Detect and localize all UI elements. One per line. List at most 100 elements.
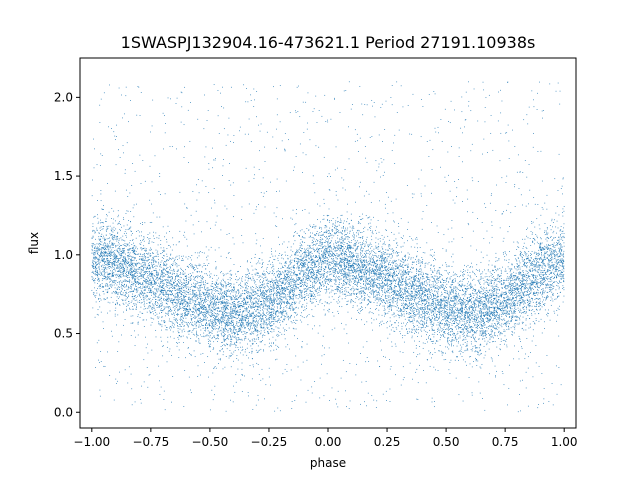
data-point <box>398 273 399 275</box>
data-point <box>348 245 350 246</box>
data-point <box>167 298 169 300</box>
data-point <box>295 294 297 296</box>
data-point <box>487 307 489 309</box>
data-point <box>303 270 305 272</box>
data-point <box>327 275 328 277</box>
data-point <box>363 299 365 301</box>
data-point <box>162 267 164 269</box>
data-point <box>343 262 345 264</box>
data-point <box>351 263 353 265</box>
data-point <box>297 366 299 368</box>
data-point <box>308 249 309 251</box>
data-point <box>204 299 206 301</box>
data-point <box>378 163 380 165</box>
data-point <box>563 278 565 280</box>
data-point <box>252 286 253 288</box>
data-point <box>305 282 307 284</box>
data-point <box>151 248 152 250</box>
data-point <box>519 312 521 313</box>
data-point <box>195 309 197 311</box>
data-point <box>114 310 116 311</box>
data-point <box>537 298 539 300</box>
data-point <box>140 398 142 400</box>
data-point <box>525 255 527 257</box>
data-point <box>105 249 107 250</box>
data-point <box>303 132 305 133</box>
data-point <box>499 319 500 321</box>
data-point <box>554 274 555 276</box>
data-point <box>303 275 304 276</box>
data-point <box>427 289 429 291</box>
data-point <box>290 314 292 316</box>
data-point <box>396 320 398 322</box>
data-point <box>479 321 481 323</box>
data-point <box>387 307 389 309</box>
data-point <box>123 261 124 263</box>
data-point <box>416 332 417 333</box>
data-point <box>155 303 156 305</box>
data-point <box>543 398 545 400</box>
data-point <box>325 237 327 238</box>
data-point <box>98 260 100 262</box>
data-point <box>507 305 509 307</box>
data-point <box>406 285 408 287</box>
data-point <box>104 275 106 277</box>
data-point <box>175 311 176 313</box>
data-point <box>121 245 122 246</box>
data-point <box>503 303 504 305</box>
data-point <box>418 340 420 342</box>
data-point <box>194 356 196 358</box>
data-point <box>552 294 553 296</box>
data-point <box>398 281 400 282</box>
data-point <box>451 328 453 330</box>
data-point <box>369 254 371 256</box>
data-point <box>530 326 531 328</box>
data-point <box>306 302 308 304</box>
data-point <box>308 236 310 238</box>
data-point <box>354 245 356 247</box>
data-point <box>361 247 363 249</box>
data-point <box>129 268 131 270</box>
data-point <box>115 220 116 222</box>
data-point <box>330 234 332 236</box>
data-point <box>511 283 512 285</box>
data-point <box>496 320 498 322</box>
data-point <box>469 301 471 302</box>
data-point <box>484 297 486 299</box>
data-point <box>430 264 432 266</box>
data-point <box>267 327 269 329</box>
data-point <box>183 297 185 299</box>
data-point <box>359 242 361 243</box>
data-point <box>536 292 537 294</box>
data-point <box>335 220 337 222</box>
data-point <box>528 272 529 274</box>
data-point <box>382 238 384 240</box>
data-point <box>416 270 418 272</box>
data-point <box>288 327 290 329</box>
data-point <box>177 296 179 297</box>
data-point <box>289 292 291 294</box>
data-point <box>191 297 193 298</box>
data-point <box>512 284 514 286</box>
data-point <box>548 269 550 271</box>
data-point <box>551 251 553 253</box>
data-point <box>472 230 474 232</box>
data-point <box>311 293 313 295</box>
data-point <box>177 292 179 294</box>
data-point <box>170 264 172 265</box>
data-point <box>489 271 491 273</box>
data-point <box>452 329 453 331</box>
data-point <box>287 246 289 248</box>
data-point <box>549 255 551 257</box>
data-point <box>344 264 345 266</box>
data-point <box>444 306 446 308</box>
data-point <box>276 226 278 227</box>
data-point <box>401 278 403 280</box>
data-point <box>524 358 526 360</box>
data-point <box>321 228 323 230</box>
data-point <box>418 286 420 288</box>
data-point <box>195 300 197 302</box>
data-point <box>205 330 206 332</box>
data-point <box>245 314 247 316</box>
data-point <box>373 296 374 298</box>
